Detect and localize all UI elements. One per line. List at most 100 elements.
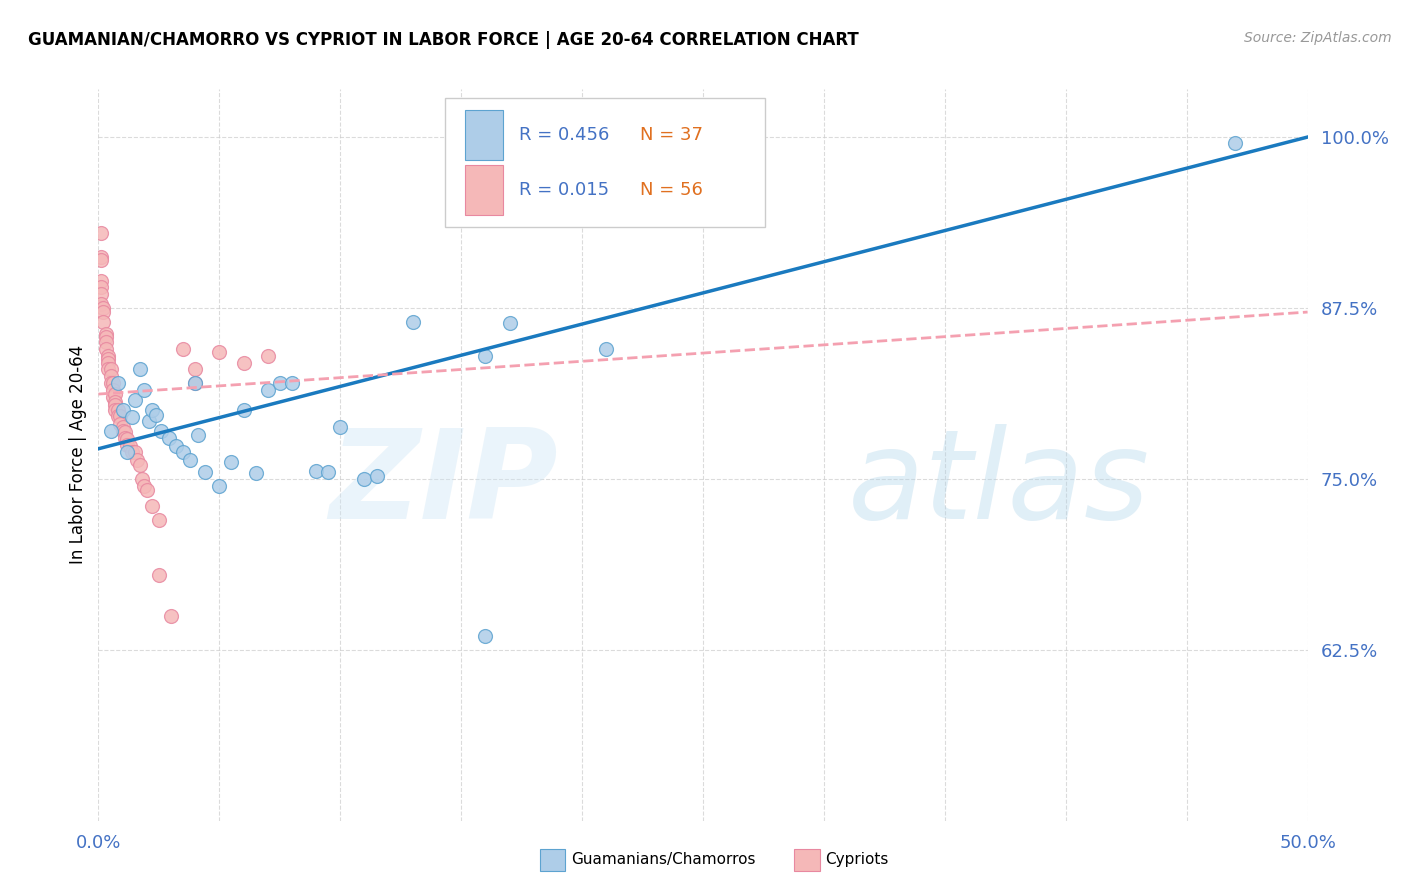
Point — [165, 439, 187, 453]
Text: GUAMANIAN/CHAMORRO VS CYPRIOT IN LABOR FORCE | AGE 20-64 CORRELATION CHART: GUAMANIAN/CHAMORRO VS CYPRIOT IN LABOR F… — [28, 31, 859, 49]
Point — [114, 425, 136, 440]
Text: Guamanians/Chamorros: Guamanians/Chamorros — [571, 853, 755, 867]
Point — [141, 403, 163, 417]
Point — [329, 420, 352, 434]
Point — [108, 409, 131, 423]
Point — [124, 444, 146, 458]
Point — [97, 349, 120, 363]
Point — [121, 410, 143, 425]
Text: R = 0.015: R = 0.015 — [519, 181, 609, 199]
Point — [128, 362, 150, 376]
Point — [366, 469, 388, 483]
Point — [111, 403, 134, 417]
Point — [305, 464, 328, 478]
FancyBboxPatch shape — [465, 110, 503, 161]
Point — [100, 376, 122, 391]
Point — [595, 342, 617, 356]
Point — [160, 608, 183, 623]
Point — [97, 351, 120, 366]
Point — [90, 251, 112, 265]
Point — [498, 316, 520, 330]
Point — [91, 305, 114, 319]
Point — [208, 344, 231, 359]
Point — [94, 335, 117, 350]
Point — [100, 362, 122, 376]
Y-axis label: In Labor Force | Age 20-64: In Labor Force | Age 20-64 — [69, 345, 87, 565]
Point — [90, 274, 112, 288]
Point — [145, 408, 167, 422]
Point — [107, 409, 129, 423]
Point — [194, 465, 217, 479]
Point — [111, 424, 134, 438]
Text: N = 56: N = 56 — [640, 181, 703, 199]
Point — [94, 326, 117, 341]
Point — [127, 452, 149, 467]
Point — [121, 444, 143, 458]
Point — [101, 383, 124, 397]
Point — [134, 478, 156, 492]
Point — [184, 362, 207, 376]
Point — [150, 424, 173, 438]
Point — [104, 395, 127, 409]
Point — [256, 349, 278, 363]
FancyBboxPatch shape — [446, 98, 765, 227]
Point — [94, 342, 117, 356]
Point — [134, 383, 156, 397]
Text: Source: ZipAtlas.com: Source: ZipAtlas.com — [1244, 31, 1392, 45]
Point — [135, 483, 157, 497]
Point — [232, 403, 254, 417]
Point — [172, 444, 194, 458]
Point — [353, 472, 375, 486]
Point — [114, 431, 136, 445]
Point — [90, 253, 112, 268]
Point — [117, 432, 139, 446]
Point — [141, 499, 163, 513]
Point — [118, 439, 141, 453]
Point — [474, 349, 496, 363]
Text: ZIP: ZIP — [329, 424, 558, 545]
Point — [402, 315, 425, 329]
Point — [101, 390, 124, 404]
Point — [97, 356, 120, 370]
Point — [131, 472, 153, 486]
Point — [221, 455, 243, 469]
Point — [187, 428, 209, 442]
Point — [97, 362, 120, 376]
Text: Cypriots: Cypriots — [825, 853, 889, 867]
Point — [101, 376, 124, 391]
Point — [90, 280, 112, 294]
Point — [91, 315, 114, 329]
Point — [117, 438, 139, 452]
Point — [172, 342, 194, 356]
Point — [138, 414, 160, 428]
Point — [179, 452, 201, 467]
Text: N = 37: N = 37 — [640, 126, 703, 144]
Point — [281, 376, 304, 391]
Point — [184, 376, 207, 391]
Point — [90, 297, 112, 311]
Point — [184, 376, 207, 391]
Point — [269, 376, 291, 391]
Point — [94, 329, 117, 343]
Point — [90, 226, 112, 240]
Point — [111, 420, 134, 434]
Point — [245, 467, 267, 481]
Point — [107, 403, 129, 417]
Point — [100, 369, 122, 384]
Text: atlas: atlas — [848, 424, 1150, 545]
Point — [108, 417, 131, 432]
Point — [148, 513, 170, 527]
Point — [117, 444, 139, 458]
Point — [157, 431, 180, 445]
Point — [128, 458, 150, 472]
Point — [107, 376, 129, 391]
Point — [474, 629, 496, 643]
Point — [148, 567, 170, 582]
Point — [104, 403, 127, 417]
Text: R = 0.456: R = 0.456 — [519, 126, 610, 144]
Point — [91, 301, 114, 315]
Point — [208, 478, 231, 492]
Point — [256, 383, 278, 397]
Point — [104, 398, 127, 412]
Point — [232, 356, 254, 370]
